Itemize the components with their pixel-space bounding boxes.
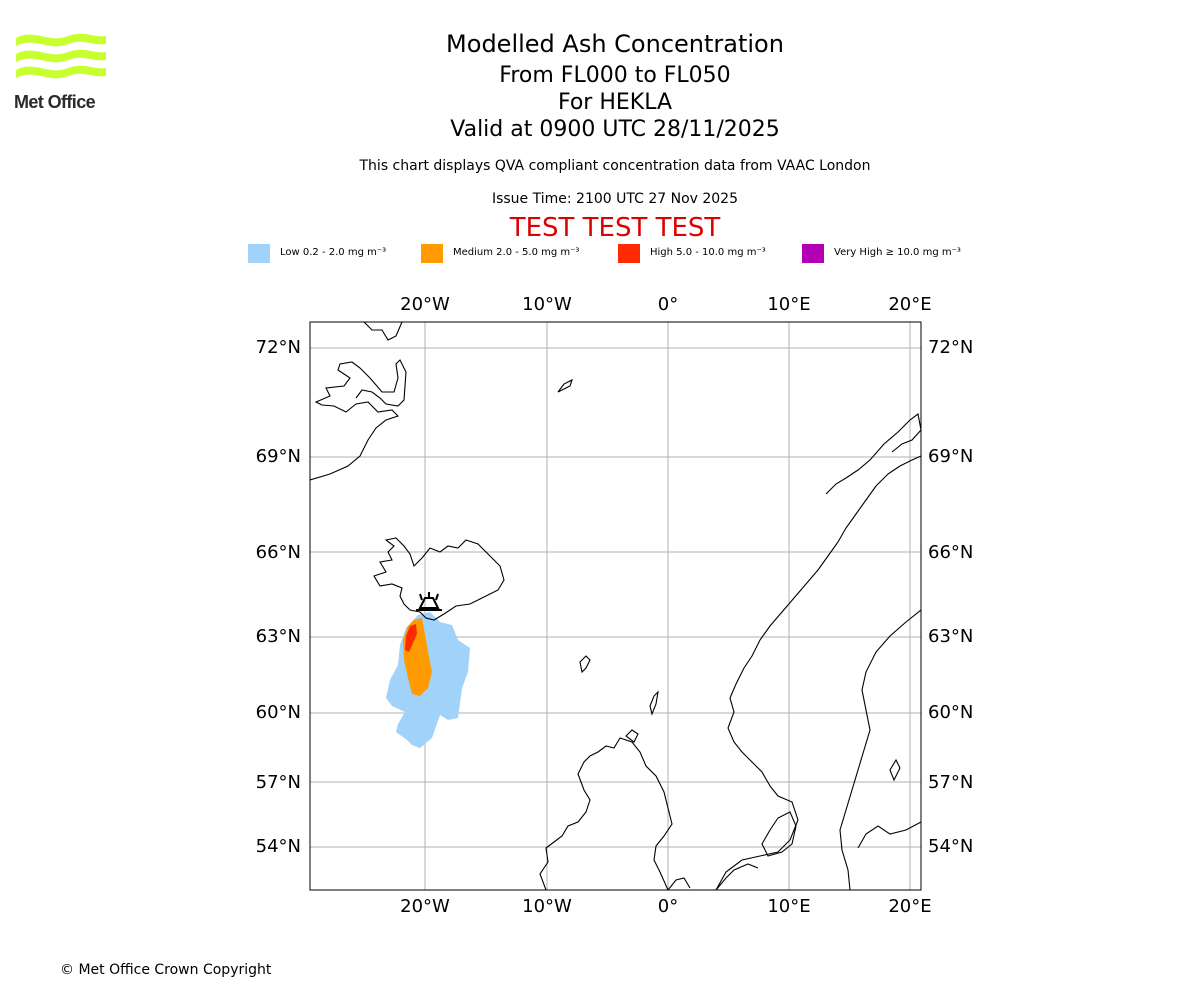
lat-tick-label: 72°N: [928, 337, 973, 358]
valid-time: Valid at 0900 UTC 28/11/2025: [450, 117, 780, 142]
lat-tick-label: 72°N: [256, 337, 301, 358]
lon-ticks-top: 20°W 10°W 0° 10°E 20°E: [400, 294, 931, 315]
test-banner: TEST TEST TEST: [509, 213, 721, 243]
legend-swatch: [618, 244, 640, 263]
lon-tick-label: 20°E: [888, 294, 931, 315]
map-frame: [309, 321, 922, 891]
lat-tick-label: 63°N: [928, 626, 973, 647]
lat-tick-label: 60°N: [256, 702, 301, 723]
logo-text: Met Office: [14, 92, 96, 112]
lat-ticks-right: 72°N 69°N 66°N 63°N 60°N 57°N 54°N: [928, 337, 973, 857]
lon-tick-label: 20°W: [400, 896, 450, 917]
chart-subtitle: This chart displays QVA compliant concen…: [359, 158, 871, 174]
lon-tick-label: 10°W: [522, 294, 572, 315]
lon-tick-label: 10°E: [767, 896, 810, 917]
coastlines: [310, 322, 921, 890]
lon-tick-label: 0°: [658, 294, 678, 315]
lat-tick-label: 54°N: [256, 836, 301, 857]
lat-tick-label: 69°N: [256, 446, 301, 467]
shetland: [649, 690, 659, 716]
lat-tick-label: 66°N: [928, 542, 973, 563]
volcano-icon: [416, 592, 442, 611]
lon-tick-label: 10°W: [522, 896, 572, 917]
norway-islands-north: [825, 413, 921, 495]
legend-swatch: [421, 244, 443, 263]
legend-label: High 5.0 - 10.0 mg m⁻³: [650, 247, 766, 258]
met-office-logo: Met Office: [14, 30, 108, 112]
lat-tick-label: 69°N: [928, 446, 973, 467]
lat-tick-label: 57°N: [928, 772, 973, 793]
sweden-coast: [839, 609, 921, 890]
faroe-islands: [579, 655, 591, 674]
flight-levels: From FL000 to FL050: [499, 63, 731, 88]
lat-tick-label: 60°N: [928, 702, 973, 723]
legend-swatch: [248, 244, 270, 263]
legend-swatch: [802, 244, 824, 263]
iceland-coast: [373, 537, 505, 621]
lat-tick-label: 66°N: [256, 542, 301, 563]
norway-coast: [715, 455, 921, 890]
netherlands-coast: [715, 863, 759, 890]
copyright: © Met Office Crown Copyright: [60, 962, 272, 978]
denmark-coast: [761, 811, 797, 857]
legend-label: Low 0.2 - 2.0 mg m⁻³: [280, 247, 387, 258]
lon-tick-label: 10°E: [767, 294, 810, 315]
jan-mayen: [557, 378, 573, 393]
chart-title: Modelled Ash Concentration: [446, 30, 784, 58]
lon-tick-label: 20°W: [400, 294, 450, 315]
lat-tick-label: 54°N: [928, 836, 973, 857]
ash-plume: [386, 612, 470, 748]
met-office-waves-icon: [16, 33, 106, 79]
lon-tick-label: 20°E: [888, 896, 931, 917]
legend-label: Very High ≥ 10.0 mg m⁻³: [834, 247, 961, 258]
lon-ticks-bottom: 20°W 10°W 0° 10°E 20°E: [400, 896, 931, 917]
lon-tick-label: 0°: [658, 896, 678, 917]
volcano-name: For HEKLA: [557, 90, 673, 115]
issue-time: Issue Time: 2100 UTC 27 Nov 2025: [491, 191, 739, 207]
lat-tick-label: 63°N: [256, 626, 301, 647]
orkney: [625, 729, 639, 743]
legend-label: Medium 2.0 - 5.0 mg m⁻³: [453, 247, 580, 258]
ash-high-region: [405, 624, 417, 652]
graticule: [310, 322, 921, 890]
scotland-coast: [539, 737, 691, 890]
lat-tick-label: 57°N: [256, 772, 301, 793]
gotland: [889, 758, 901, 782]
greenland-coast: [310, 359, 407, 481]
lat-ticks-left: 72°N 69°N 66°N 63°N 60°N 57°N 54°N: [256, 337, 301, 857]
greenland-coast-north: [363, 322, 403, 341]
